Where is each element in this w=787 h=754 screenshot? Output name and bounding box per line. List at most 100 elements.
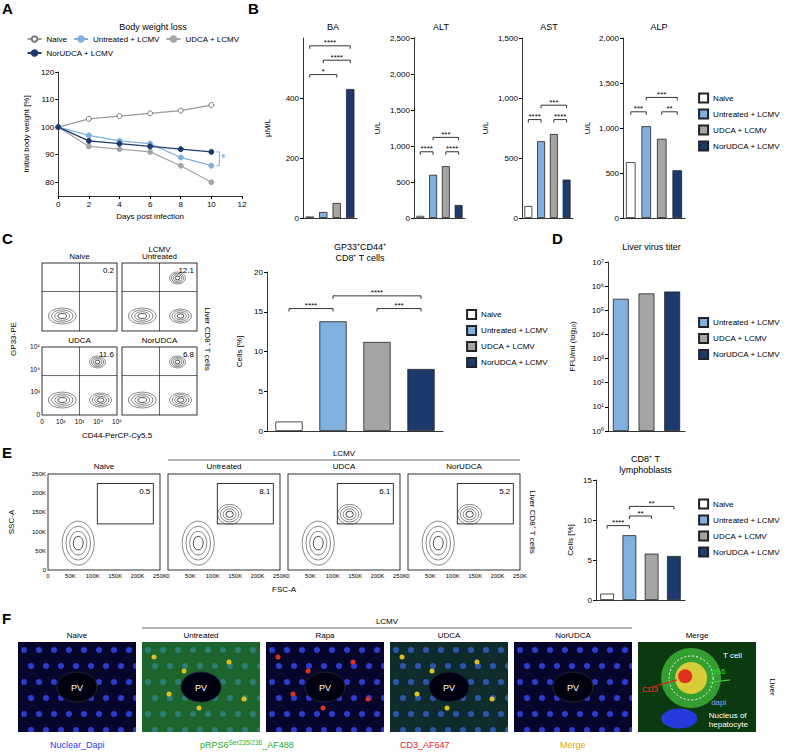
svg-text:1,000: 1,000: [390, 142, 411, 151]
svg-text:100K: 100K: [446, 573, 460, 579]
svg-text:Untreated: Untreated: [183, 631, 218, 640]
svg-text:NorUDCA + LCMV: NorUDCA + LCMV: [47, 49, 114, 58]
svg-text:12: 12: [238, 200, 247, 209]
svg-text:10: 10: [254, 347, 263, 356]
svg-text:10⁴: 10⁴: [30, 366, 40, 373]
svg-text:BA: BA: [327, 22, 339, 32]
svg-text:0: 0: [513, 214, 518, 223]
svg-text:U/L: U/L: [481, 121, 490, 134]
svg-text:250K: 250K: [153, 573, 167, 579]
svg-text:UDCA + LCMV: UDCA + LCMV: [713, 532, 767, 541]
svg-text:SSC-A: SSC-A: [7, 509, 16, 534]
svg-text:8: 8: [179, 200, 184, 209]
svg-text:150K: 150K: [32, 509, 46, 515]
svg-text:µM/L: µM/L: [263, 118, 272, 136]
svg-text:***: ***: [549, 98, 558, 107]
svg-text:500: 500: [397, 178, 411, 187]
svg-text:200: 200: [286, 154, 300, 163]
svg-text:0: 0: [295, 214, 300, 223]
svg-text:10³: 10³: [75, 418, 85, 425]
svg-text:0: 0: [46, 573, 50, 579]
svg-text:0: 0: [615, 214, 620, 223]
svg-text:***: ***: [657, 90, 666, 99]
svg-text:0: 0: [286, 573, 290, 579]
svg-text:10¹: 10¹: [592, 402, 604, 411]
svg-text:****: ****: [612, 518, 624, 527]
svg-text:4: 4: [117, 200, 122, 209]
svg-text:2,500: 2,500: [390, 34, 411, 43]
svg-text:PV: PV: [443, 683, 455, 693]
svg-text:50K: 50K: [305, 573, 316, 579]
svg-text:90: 90: [45, 150, 54, 159]
svg-text:dapi: dapi: [711, 698, 726, 707]
svg-text:UDCA: UDCA: [438, 631, 461, 640]
svg-text:GP33⁺CD44⁺: GP33⁺CD44⁺: [334, 242, 386, 252]
svg-text:FSC-A: FSC-A: [272, 585, 297, 594]
svg-text:200K: 200K: [32, 490, 46, 496]
svg-text:Nucleus ofhepatocyte: Nucleus ofhepatocyte: [709, 711, 749, 729]
svg-text:150K: 150K: [228, 573, 242, 579]
svg-text:10⁶: 10⁶: [592, 282, 604, 291]
svg-text:****: ****: [446, 144, 458, 153]
svg-text:**: **: [649, 499, 655, 508]
svg-text:100K: 100K: [326, 573, 340, 579]
svg-text:AST: AST: [540, 22, 558, 32]
svg-text:CD3: CD3: [642, 685, 659, 694]
svg-text:150K: 150K: [108, 573, 122, 579]
svg-text:15: 15: [254, 307, 263, 316]
svg-text:PV: PV: [71, 683, 83, 693]
svg-text:Naive: Naive: [713, 500, 734, 509]
svg-text:PV: PV: [567, 683, 579, 693]
svg-text:100: 100: [41, 123, 55, 132]
svg-text:NorUDCA: NorUDCA: [555, 631, 591, 640]
svg-text:PV: PV: [195, 683, 207, 693]
svg-text:12.1: 12.1: [178, 266, 194, 275]
svg-text:Liver: Liver: [768, 678, 777, 696]
svg-text:Untreated: Untreated: [206, 462, 241, 471]
svg-text:****: ****: [324, 38, 336, 47]
svg-text:0: 0: [43, 567, 47, 573]
svg-text:1,500: 1,500: [599, 79, 620, 88]
svg-text:D: D: [552, 230, 563, 247]
svg-text:NorUDCA: NorUDCA: [446, 462, 482, 471]
svg-text:50K: 50K: [425, 573, 436, 579]
svg-text:C: C: [2, 230, 13, 247]
svg-text:Untreated + LCMV: Untreated + LCMV: [93, 35, 160, 44]
svg-text:PV: PV: [319, 683, 331, 693]
svg-text:E: E: [2, 444, 12, 461]
svg-text:100K: 100K: [86, 573, 100, 579]
svg-text:2,000: 2,000: [390, 70, 411, 79]
svg-text:UDCA + LCMV: UDCA + LCMV: [713, 126, 767, 135]
svg-text:UDCA: UDCA: [68, 336, 91, 345]
svg-text:0: 0: [406, 573, 410, 579]
svg-text:Cells [%]: Cells [%]: [566, 524, 575, 556]
svg-text:Naive: Naive: [69, 252, 90, 261]
svg-text:NorUDCA + LCMV: NorUDCA + LCMV: [481, 358, 548, 367]
svg-text:1,000: 1,000: [498, 94, 519, 103]
svg-text:LCMV: LCMV: [333, 449, 356, 458]
svg-text:100K: 100K: [32, 529, 46, 535]
svg-text:Liver CD8⁺ T cells: Liver CD8⁺ T cells: [528, 490, 537, 554]
svg-text:U/L: U/L: [373, 121, 382, 134]
svg-text:****: ****: [305, 301, 317, 310]
svg-text:6.8: 6.8: [183, 350, 195, 359]
svg-text:Merge: Merge: [560, 740, 586, 750]
svg-text:1,000: 1,000: [599, 124, 620, 133]
svg-text:ALP: ALP: [650, 22, 667, 32]
svg-text:50K: 50K: [35, 548, 46, 554]
svg-text:UDCA + LCMV: UDCA + LCMV: [713, 334, 767, 343]
svg-text:10²: 10²: [592, 378, 604, 387]
svg-text:Untreated + LCMV: Untreated + LCMV: [713, 110, 780, 119]
svg-text:UDCA + LCMV: UDCA + LCMV: [481, 342, 535, 351]
svg-text:Untreated + LCMV: Untreated + LCMV: [713, 318, 780, 327]
svg-text:lymphoblasts: lymphoblasts: [619, 465, 672, 475]
svg-text:11.6: 11.6: [99, 350, 115, 359]
svg-text:200K: 200K: [491, 573, 505, 579]
svg-text:0: 0: [36, 411, 40, 418]
svg-text:FFU/ml (log₁₀): FFU/ml (log₁₀): [568, 321, 577, 372]
svg-text:LCMV: LCMV: [376, 617, 399, 626]
svg-text:110: 110: [41, 95, 54, 104]
svg-text:10: 10: [207, 200, 216, 209]
svg-text:CD8⁺ T cells: CD8⁺ T cells: [335, 253, 385, 263]
svg-text:10⁰: 10⁰: [592, 427, 604, 436]
